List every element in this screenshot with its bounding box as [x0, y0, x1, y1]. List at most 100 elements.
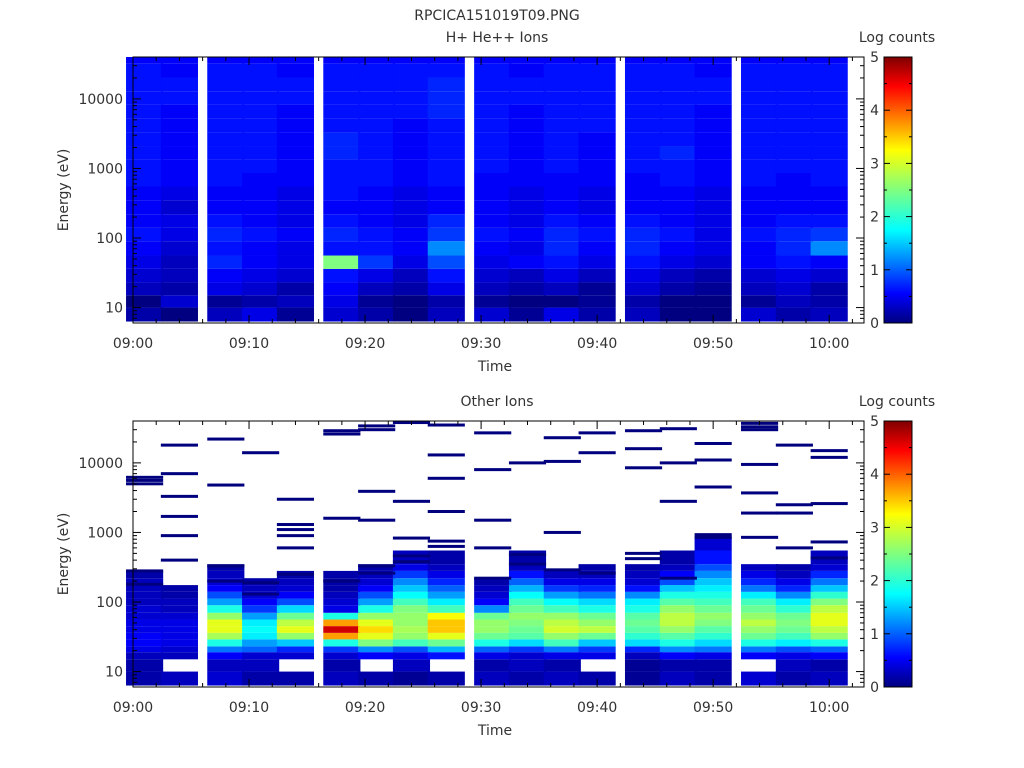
- heatmap-cell: [474, 612, 512, 620]
- heatmap-cell: [323, 659, 361, 672]
- heatmap-cell: [578, 295, 616, 308]
- heatmap-cell: [543, 646, 581, 653]
- heatmap-cell: [775, 132, 813, 147]
- heatmap-segment: [276, 534, 315, 538]
- heatmap-cell: [358, 619, 396, 627]
- heatmap-cell: [323, 626, 361, 633]
- heatmap-segment: [242, 451, 280, 455]
- panel-top-ylabel: Energy (eV): [56, 149, 72, 232]
- heatmap-cell: [775, 186, 813, 201]
- heatmap-cell: [392, 77, 431, 92]
- heatmap-cell: [323, 77, 361, 92]
- heatmap-cell: [775, 227, 813, 242]
- heatmap-cell: [543, 652, 581, 660]
- panel-top-colorbar-label: Log counts: [859, 30, 935, 46]
- heatmap-cell: [276, 626, 315, 633]
- heatmap-segment: [160, 534, 198, 538]
- heatmap-cell: [810, 646, 848, 653]
- heatmap-cell: [775, 282, 813, 296]
- heatmap-cell: [694, 104, 732, 119]
- heatmap-cell: [775, 632, 813, 640]
- heatmap-cell: [775, 200, 813, 215]
- heatmap-cell: [392, 63, 431, 78]
- heatmap-segment: [323, 432, 361, 436]
- heatmap-cell: [242, 118, 280, 133]
- heatmap-cell: [160, 639, 198, 647]
- heatmap-segment: [474, 576, 512, 580]
- heatmap-cell: [810, 186, 848, 201]
- heatmap-cell: [427, 227, 465, 242]
- heatmap-cell: [624, 570, 663, 579]
- heatmap-cell: [427, 104, 465, 119]
- heatmap-cell: [578, 646, 616, 653]
- heatmap-cell: [427, 646, 465, 653]
- colorbar-tick-label: 3: [870, 156, 879, 172]
- heatmap-cell: [624, 173, 663, 187]
- heatmap-cell: [508, 63, 547, 78]
- heatmap-cell: [126, 255, 164, 269]
- heatmap-cell: [207, 652, 245, 660]
- heatmap-cell: [323, 268, 361, 283]
- heatmap-segment: [207, 579, 245, 583]
- heatmap-cell: [694, 612, 732, 620]
- heatmap-segment: [543, 459, 581, 463]
- heatmap-cell: [242, 307, 280, 322]
- heatmap-cell: [207, 241, 245, 256]
- heatmap-cell: [694, 282, 732, 296]
- heatmap-segment: [160, 514, 198, 518]
- heatmap-cell: [474, 652, 512, 660]
- heatmap-cell: [694, 632, 732, 640]
- heatmap-cell: [242, 159, 280, 173]
- heatmap-cell: [323, 186, 361, 201]
- heatmap-cell: [242, 282, 280, 296]
- heatmap-cell: [775, 605, 813, 613]
- heatmap-cell: [242, 91, 280, 105]
- heatmap-segment: [160, 472, 198, 476]
- heatmap-cell: [160, 77, 198, 92]
- heatmap-cell: [694, 646, 732, 653]
- heatmap-cell: [578, 104, 616, 119]
- heatmap-segment: [578, 431, 616, 435]
- heatmap-cell: [659, 104, 697, 119]
- heatmap-cell: [543, 132, 581, 147]
- heatmap-cell: [207, 639, 245, 647]
- heatmap-cell: [358, 632, 396, 640]
- heatmap-cell: [694, 173, 732, 187]
- heatmap-cell: [775, 77, 813, 92]
- colorbar-tick-label: 3: [870, 520, 879, 536]
- heatmap-cell: [207, 626, 245, 633]
- heatmap-cell: [126, 578, 164, 586]
- y-tick-label: 10: [105, 301, 123, 317]
- heatmap-segment: [276, 523, 315, 527]
- heatmap-cell: [392, 214, 431, 228]
- heatmap-segment: [207, 437, 245, 441]
- heatmap-cell: [126, 173, 164, 187]
- heatmap-cell: [810, 255, 848, 269]
- heatmap-cell: [207, 159, 245, 173]
- heatmap-cell: [242, 585, 280, 592]
- heatmap-cell: [741, 632, 779, 640]
- heatmap-cell: [741, 646, 779, 653]
- heatmap-cell: [810, 671, 848, 686]
- heatmap-cell: [624, 605, 663, 613]
- heatmap-cell: [392, 268, 431, 283]
- heatmap-cell: [323, 227, 361, 242]
- heatmap-cell: [160, 585, 198, 592]
- heatmap-cell: [427, 132, 465, 147]
- heatmap-cell: [543, 159, 581, 173]
- heatmap-segment: [392, 554, 431, 558]
- heatmap-cell: [358, 605, 396, 613]
- heatmap-cell: [624, 598, 663, 606]
- panel-top-xlabel: Time: [477, 359, 512, 375]
- heatmap-cell: [474, 132, 512, 147]
- heatmap-cell: [358, 255, 396, 269]
- heatmap-segment: [126, 475, 164, 479]
- heatmap-cell: [207, 173, 245, 187]
- heatmap-cell: [207, 307, 245, 322]
- heatmap-cell: [126, 104, 164, 119]
- heatmap-cell: [741, 173, 779, 187]
- heatmap-cell: [207, 227, 245, 242]
- heatmap-cell: [392, 118, 431, 133]
- heatmap-cell: [659, 612, 697, 620]
